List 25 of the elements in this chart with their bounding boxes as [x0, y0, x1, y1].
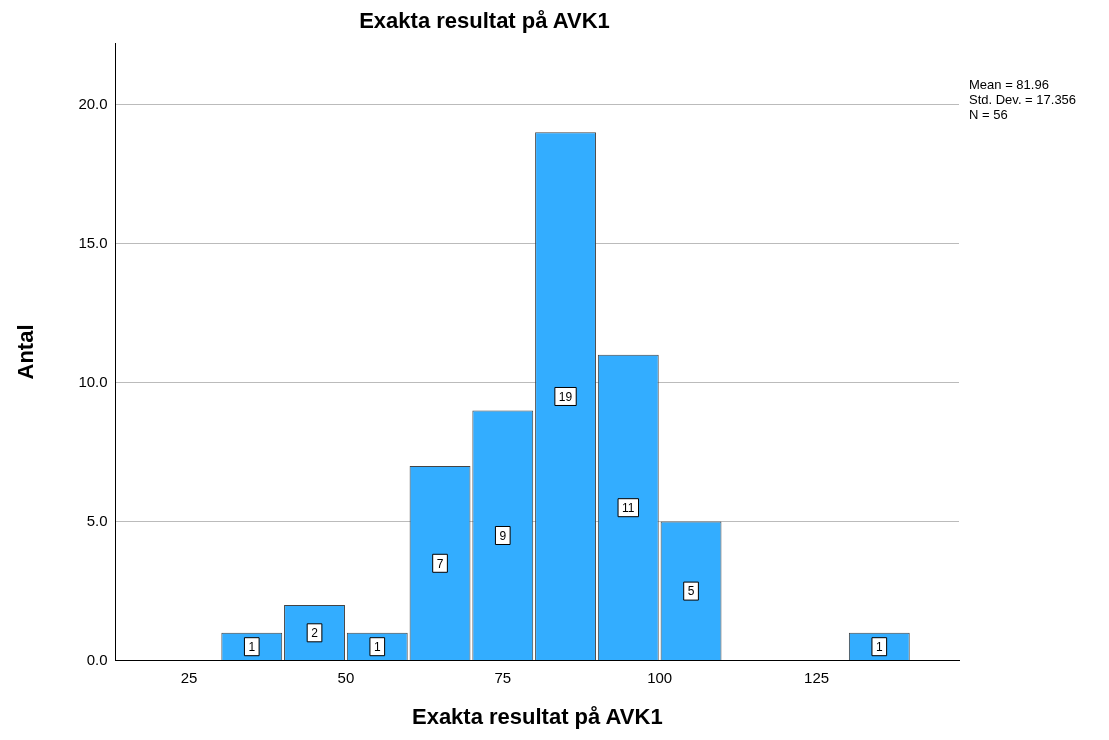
text: Std. Dev. = 17.356: [969, 91, 1077, 107]
data-label: 9: [499, 528, 507, 543]
data-label: 1: [373, 640, 381, 655]
y-tick-label: 15.0: [78, 233, 108, 251]
data-label: 1: [875, 640, 883, 655]
data-label: 19: [558, 389, 573, 404]
x-tick-label: 50: [337, 668, 355, 686]
y-tick-label: 5.0: [86, 511, 108, 529]
x-tick-label: 25: [180, 668, 198, 686]
y-axis-title: Antal: [13, 324, 39, 380]
text: Mean = 81.96: [969, 76, 1049, 92]
y-tick-label: 10.0: [78, 372, 108, 390]
data-label: 11: [622, 501, 635, 515]
data-label: 2: [311, 626, 319, 641]
x-tick-label: 100: [647, 668, 673, 686]
data-label: 5: [687, 584, 695, 599]
data-label: 7: [436, 556, 444, 571]
y-tick-label: 20.0: [78, 94, 108, 112]
y-tick-label: 0.0: [86, 650, 108, 668]
x-axis-title: Exakta resultat på AVK1: [411, 703, 663, 729]
data-label: 1: [248, 640, 256, 655]
x-tick-label: 125: [804, 668, 830, 686]
chart-title: Exakta resultat på AVK1: [359, 8, 610, 34]
text: N = 56: [969, 106, 1008, 122]
x-tick-label: 75: [494, 668, 512, 686]
